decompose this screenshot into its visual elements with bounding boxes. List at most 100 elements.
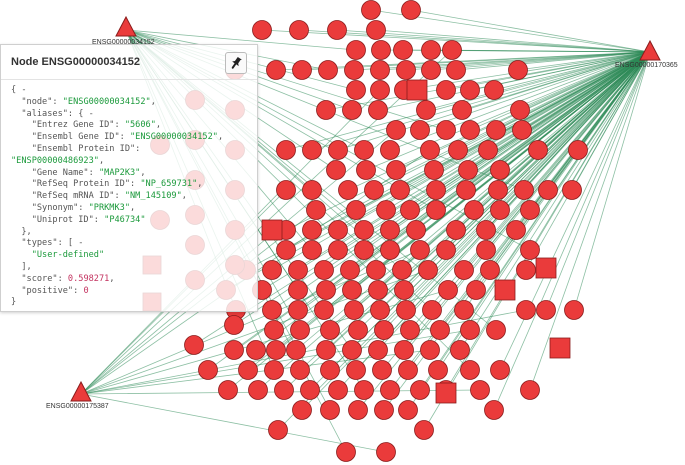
- graph-node[interactable]: [460, 120, 480, 140]
- graph-node[interactable]: [342, 100, 362, 120]
- graph-node[interactable]: [512, 120, 532, 140]
- graph-node[interactable]: [371, 40, 391, 60]
- graph-node[interactable]: [288, 300, 308, 320]
- graph-node[interactable]: [262, 300, 282, 320]
- graph-node[interactable]: [276, 180, 296, 200]
- graph-node[interactable]: [290, 360, 310, 380]
- graph-node[interactable]: [368, 100, 388, 120]
- graph-node[interactable]: [289, 20, 309, 40]
- graph-node[interactable]: [376, 200, 396, 220]
- graph-node[interactable]: [340, 260, 360, 280]
- graph-node[interactable]: [218, 380, 238, 400]
- graph-node[interactable]: [396, 60, 416, 80]
- graph-node[interactable]: [454, 300, 474, 320]
- graph-node[interactable]: [398, 400, 418, 420]
- graph-node[interactable]: [264, 320, 284, 340]
- graph-node[interactable]: [401, 0, 421, 20]
- graph-node[interactable]: [488, 180, 508, 200]
- graph-node[interactable]: [374, 400, 394, 420]
- graph-node[interactable]: [390, 180, 410, 200]
- graph-node[interactable]: [422, 300, 442, 320]
- graph-node[interactable]: [248, 380, 268, 400]
- graph-node[interactable]: [516, 260, 536, 280]
- graph-node[interactable]: [420, 140, 440, 160]
- graph-node[interactable]: [448, 140, 468, 160]
- graph-node[interactable]: [336, 442, 356, 462]
- graph-node[interactable]: [508, 60, 528, 80]
- graph-node[interactable]: [476, 220, 496, 240]
- graph-node[interactable]: [266, 340, 286, 360]
- graph-node[interactable]: [386, 160, 406, 180]
- graph-node[interactable]: [428, 360, 448, 380]
- graph-node[interactable]: [520, 200, 540, 220]
- graph-node[interactable]: [438, 280, 458, 300]
- graph-node[interactable]: [318, 60, 338, 80]
- graph-node[interactable]: [536, 300, 556, 320]
- graph-node[interactable]: [406, 220, 426, 240]
- graph-node[interactable]: [316, 340, 336, 360]
- graph-node[interactable]: [302, 140, 322, 160]
- graph-node[interactable]: [426, 180, 446, 200]
- graph-node[interactable]: [490, 360, 510, 380]
- graph-node[interactable]: [421, 60, 441, 80]
- graph-node[interactable]: [346, 360, 366, 380]
- graph-node[interactable]: [456, 180, 476, 200]
- graph-node[interactable]: [460, 320, 480, 340]
- graph-node[interactable]: [380, 380, 400, 400]
- graph-node[interactable]: [394, 340, 414, 360]
- graph-node[interactable]: [302, 220, 322, 240]
- graph-node[interactable]: [302, 180, 322, 200]
- graph-node-square[interactable]: [406, 79, 428, 101]
- graph-node[interactable]: [424, 160, 444, 180]
- graph-node[interactable]: [290, 320, 310, 340]
- graph-node[interactable]: [366, 20, 386, 40]
- graph-node-square[interactable]: [494, 279, 516, 301]
- graph-node[interactable]: [274, 380, 294, 400]
- graph-node[interactable]: [338, 180, 358, 200]
- graph-node[interactable]: [490, 160, 510, 180]
- graph-node[interactable]: [460, 360, 480, 380]
- graph-node[interactable]: [400, 200, 420, 220]
- graph-node[interactable]: [268, 420, 288, 440]
- graph-node[interactable]: [380, 220, 400, 240]
- graph-node[interactable]: [354, 240, 374, 260]
- graph-node[interactable]: [320, 360, 340, 380]
- graph-node[interactable]: [328, 140, 348, 160]
- graph-node[interactable]: [564, 300, 584, 320]
- graph-node[interactable]: [506, 220, 526, 240]
- graph-node[interactable]: [446, 220, 466, 240]
- graph-node[interactable]: [346, 40, 366, 60]
- graph-node[interactable]: [328, 220, 348, 240]
- graph-node[interactable]: [392, 260, 412, 280]
- graph-node[interactable]: [410, 240, 430, 260]
- graph-node[interactable]: [386, 120, 406, 140]
- graph-node[interactable]: [224, 315, 244, 335]
- graph-node[interactable]: [342, 280, 362, 300]
- graph-node[interactable]: [366, 260, 386, 280]
- graph-node[interactable]: [466, 280, 486, 300]
- graph-node[interactable]: [198, 360, 218, 380]
- graph-node[interactable]: [266, 60, 286, 80]
- graph-node-square[interactable]: [435, 382, 457, 404]
- graph-node[interactable]: [184, 335, 204, 355]
- graph-node[interactable]: [450, 340, 470, 360]
- graph-node[interactable]: [370, 80, 390, 100]
- graph-node[interactable]: [224, 340, 244, 360]
- graph-node[interactable]: [354, 380, 374, 400]
- graph-node[interactable]: [410, 380, 430, 400]
- graph-node[interactable]: [393, 40, 413, 60]
- graph-node[interactable]: [306, 200, 326, 220]
- graph-node[interactable]: [420, 340, 440, 360]
- graph-node[interactable]: [400, 320, 420, 340]
- graph-node[interactable]: [328, 240, 348, 260]
- graph-node[interactable]: [454, 260, 474, 280]
- graph-node[interactable]: [528, 140, 548, 160]
- graph-node[interactable]: [364, 180, 384, 200]
- graph-node[interactable]: [418, 260, 438, 280]
- graph-node[interactable]: [368, 340, 388, 360]
- graph-node[interactable]: [520, 240, 540, 260]
- graph-node[interactable]: [342, 340, 362, 360]
- graph-node[interactable]: [452, 100, 472, 120]
- graph-node[interactable]: [538, 180, 558, 200]
